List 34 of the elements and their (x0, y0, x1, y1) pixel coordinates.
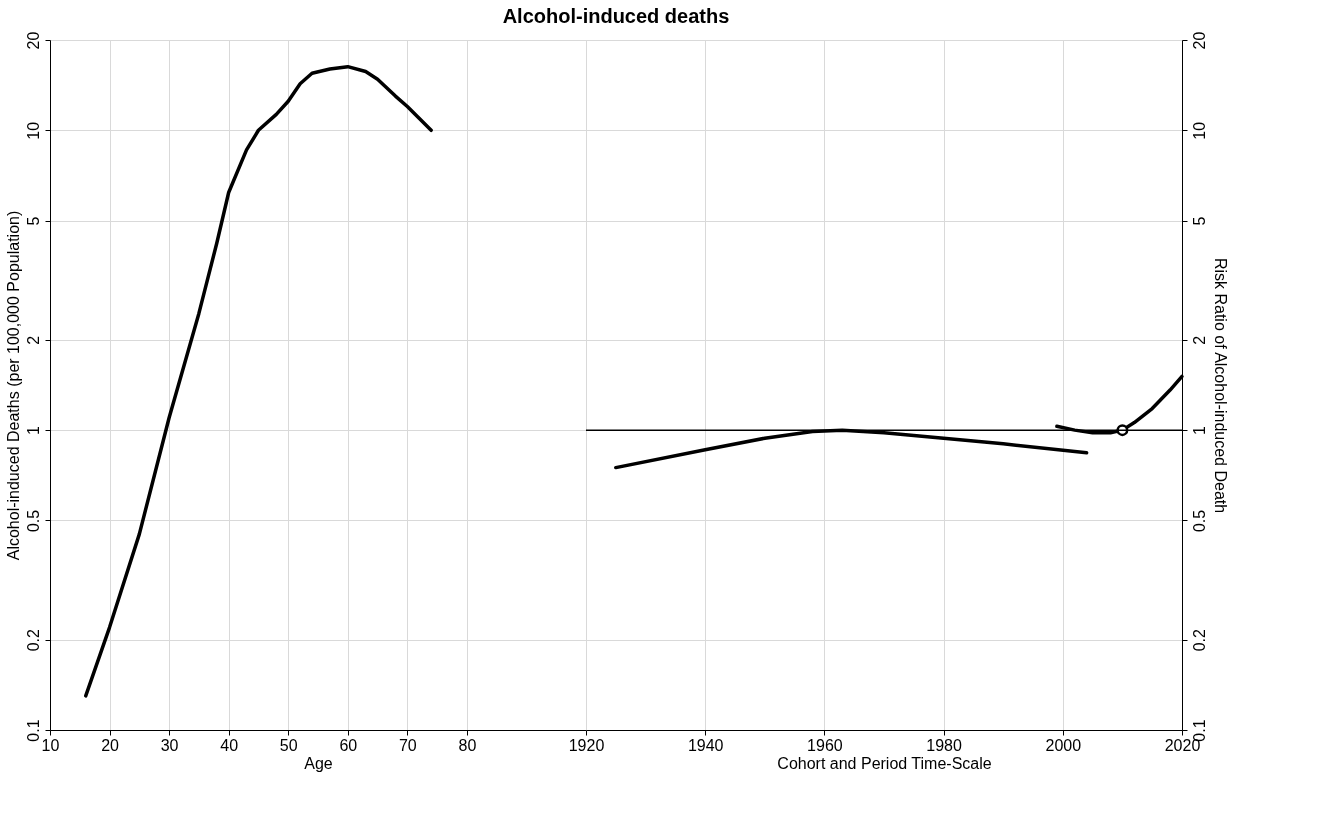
y2-tick-label: 0.5 (1190, 509, 1208, 533)
x-axis-title: Age (304, 754, 333, 772)
y2-axis-title: Risk Ratio of Alcohol-induced Death (1211, 257, 1229, 514)
y2-tick-label: 1 (1190, 426, 1208, 436)
x-tick-label: 60 (339, 736, 358, 754)
y2-tick-label: 0.2 (1190, 629, 1208, 652)
x-tick-label: 50 (279, 736, 298, 754)
y2-tick-label: 2 (1190, 335, 1208, 345)
x-tick-label: 10 (41, 736, 60, 754)
y2-tick-label: 5 (1190, 216, 1208, 226)
y-tick-label: 5 (24, 216, 42, 226)
x-tick-label: 30 (160, 736, 179, 754)
x-tick-label: 1960 (807, 736, 843, 754)
x-tick-label: 1980 (926, 736, 962, 754)
y2-tick-label: 10 (1190, 121, 1208, 140)
y-tick-label: 0.5 (24, 509, 42, 533)
x-tick-label: 40 (220, 736, 239, 754)
line-series (83, 64, 433, 698)
y-tick-label: 20 (24, 31, 42, 50)
chart-title: Alcohol-induced deaths (502, 4, 730, 27)
x-tick-label: 70 (398, 736, 417, 754)
x-tick-label: 2000 (1045, 736, 1082, 754)
y-tick-label: 1 (24, 426, 42, 436)
y-tick-label: 10 (24, 121, 42, 140)
x-axis-title: Cohort and Period Time-Scale (777, 754, 992, 772)
y-tick-label: 0.2 (24, 629, 42, 652)
x-tick-label: 1940 (687, 736, 724, 754)
y-tick-label: 0.1 (24, 719, 42, 742)
x-tick-label: 20 (101, 736, 120, 754)
y-tick-label: 2 (24, 335, 42, 345)
y-axis-title: Alcohol-induced Deaths (per 100,000 Population) (4, 210, 22, 561)
y2-tick-label: 20 (1190, 31, 1208, 50)
x-tick-label: 1920 (568, 736, 605, 754)
x-tick-label: 80 (458, 736, 477, 754)
